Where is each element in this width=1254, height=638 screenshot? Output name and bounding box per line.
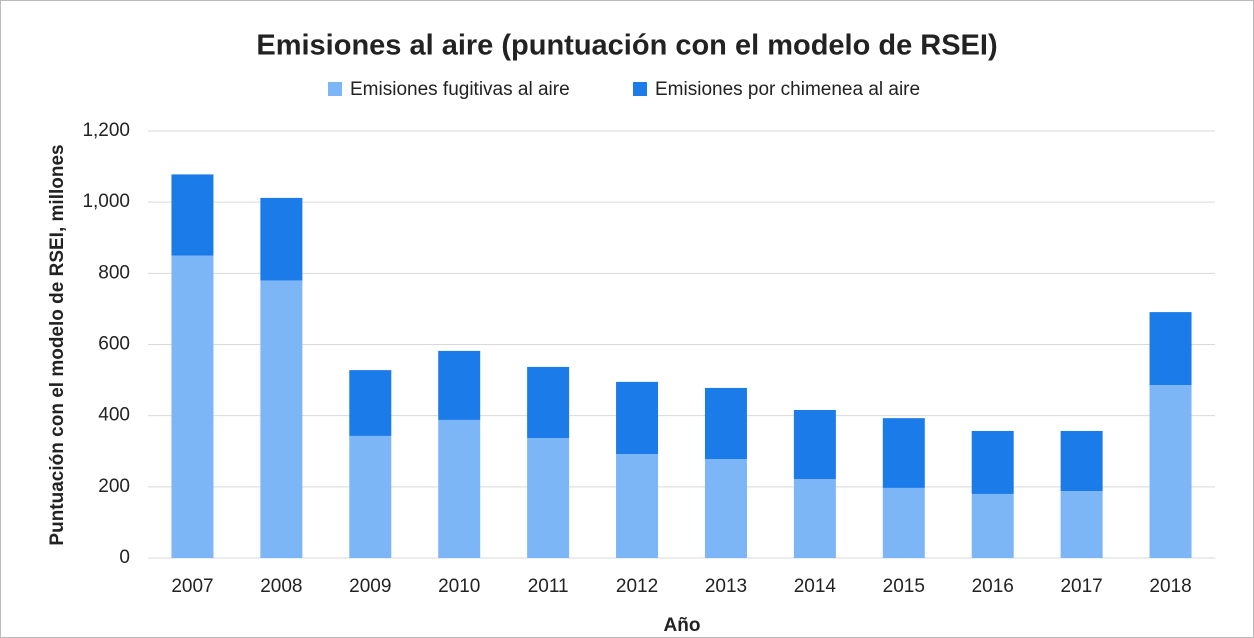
x-axis-label: Año [664,615,701,636]
bar-segment [260,197,303,281]
x-tick-label: 2015 [883,576,925,597]
bar-segment [704,387,747,460]
y-tick-label: 1,200 [82,120,130,141]
bar-segment [882,487,925,558]
bar-segment [616,454,659,558]
bar-segment [1149,385,1192,558]
y-tick-label: 1,000 [82,191,130,212]
bar-segment [349,435,392,558]
x-tick-label: 2008 [260,576,302,597]
bar-segment [438,350,481,420]
bar-segment [971,430,1014,494]
x-tick-label: 2018 [1149,576,1191,597]
bar-segment [349,370,392,436]
bar-segment [616,381,659,455]
bar-segment [971,493,1014,558]
bar-segment [438,419,481,558]
bar-segment [171,255,214,558]
bar-segment [793,479,836,558]
bar-segment [527,366,570,439]
bar-segment [793,409,836,480]
legend-label: Emisiones fugitivas al aire [350,79,570,100]
bar-segment [171,174,214,256]
y-tick-label: 800 [98,262,130,283]
x-tick-label: 2011 [528,576,569,597]
x-tick-label: 2014 [794,576,837,597]
y-tick-label: 600 [98,334,130,355]
legend-label: Emisiones por chimenea al aire [655,79,920,100]
bar-segment [1060,430,1103,492]
x-tick-label: 2009 [349,576,391,597]
bar-segment [882,418,925,488]
y-axis-label: Puntuación con el modelo de RSEI, millon… [47,144,68,545]
chart-title: Emisiones al aire (puntuación con el mod… [256,30,997,62]
bar-segment [704,459,747,558]
bar-segment [1060,491,1103,558]
x-tick-label: 2017 [1060,576,1102,597]
y-tick-label: 200 [98,476,130,497]
bar-segment [260,280,303,558]
x-tick-label: 2010 [438,576,480,597]
x-tick-label: 2016 [972,576,1014,597]
legend-swatch [328,82,342,96]
x-tick-label: 2013 [705,576,747,597]
bar-segment [527,438,570,558]
x-tick-label: 2012 [616,576,658,597]
legend-swatch [633,82,647,96]
bar-segment [1149,312,1192,386]
y-tick-label: 400 [98,405,130,426]
y-tick-label: 0 [119,547,130,568]
x-tick-label: 2007 [171,576,213,597]
